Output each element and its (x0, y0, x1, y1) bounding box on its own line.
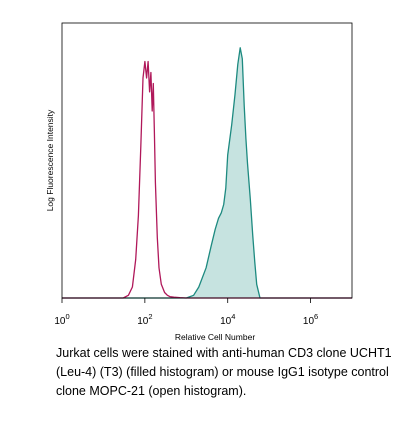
figure-caption: Jurkat cells were stained with anti-huma… (56, 344, 392, 401)
x-tick-label: 104 (220, 312, 235, 327)
x-tick-label: 102 (137, 312, 152, 327)
histogram-chart: 100 102 104 106 Relative Cell Number Log Fl… (45, 22, 353, 340)
caption-line: clone MOPC-21 (open histogram). (56, 384, 247, 398)
filled-histogram-line (62, 47, 352, 299)
caption-line: (Leu-4) (T3) (filled histogram) or mouse… (56, 365, 389, 379)
plot-frame (61, 22, 353, 299)
x-tick-label: 100 (54, 312, 69, 327)
caption-line: Jurkat cells were stained with anti-huma… (56, 346, 392, 360)
filled-histogram-area (62, 47, 352, 298)
x-axis-title: Relative Cell Number (175, 332, 255, 340)
x-tick-label: 106 (303, 312, 318, 327)
open-histogram-line (62, 60, 352, 299)
y-axis-title: Log Fluorescence Intensity (45, 109, 55, 211)
